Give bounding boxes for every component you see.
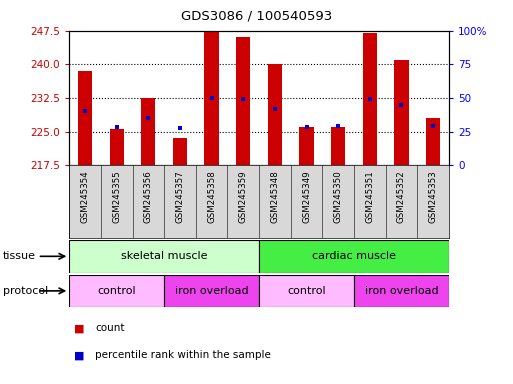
- Text: control: control: [97, 286, 136, 296]
- Text: count: count: [95, 323, 125, 333]
- Text: GSM245350: GSM245350: [333, 170, 343, 223]
- Text: GSM245359: GSM245359: [239, 170, 248, 223]
- Text: iron overload: iron overload: [365, 286, 438, 296]
- Text: GSM245356: GSM245356: [144, 170, 153, 223]
- Bar: [354, 275, 449, 307]
- Bar: [205, 31, 219, 165]
- Bar: [69, 275, 164, 307]
- Bar: [300, 127, 313, 165]
- Bar: [259, 240, 449, 273]
- Bar: [236, 37, 250, 165]
- Text: GSM245349: GSM245349: [302, 170, 311, 223]
- Bar: [259, 275, 354, 307]
- Text: percentile rank within the sample: percentile rank within the sample: [95, 350, 271, 360]
- Bar: [69, 240, 259, 273]
- Text: GSM245353: GSM245353: [428, 170, 438, 223]
- Bar: [268, 64, 282, 165]
- Bar: [173, 138, 187, 165]
- Bar: [363, 33, 377, 165]
- Bar: [78, 71, 92, 165]
- Bar: [394, 60, 408, 165]
- Text: control: control: [287, 286, 326, 296]
- Text: GSM245357: GSM245357: [175, 170, 185, 223]
- Bar: [141, 98, 155, 165]
- Text: GDS3086 / 100540593: GDS3086 / 100540593: [181, 10, 332, 23]
- Text: protocol: protocol: [3, 286, 48, 296]
- Text: tissue: tissue: [3, 251, 35, 262]
- Text: iron overload: iron overload: [175, 286, 248, 296]
- Text: GSM245354: GSM245354: [81, 170, 90, 223]
- Text: cardiac muscle: cardiac muscle: [312, 251, 396, 262]
- Bar: [331, 127, 345, 165]
- Text: GSM245358: GSM245358: [207, 170, 216, 223]
- Text: GSM245351: GSM245351: [365, 170, 374, 223]
- Bar: [164, 275, 259, 307]
- Bar: [426, 118, 440, 165]
- Text: GSM245355: GSM245355: [112, 170, 121, 223]
- Text: GSM245352: GSM245352: [397, 170, 406, 223]
- Text: ■: ■: [74, 323, 85, 333]
- Text: ■: ■: [74, 350, 85, 360]
- Text: GSM245348: GSM245348: [270, 170, 280, 223]
- Text: skeletal muscle: skeletal muscle: [121, 251, 207, 262]
- Bar: [110, 129, 124, 165]
